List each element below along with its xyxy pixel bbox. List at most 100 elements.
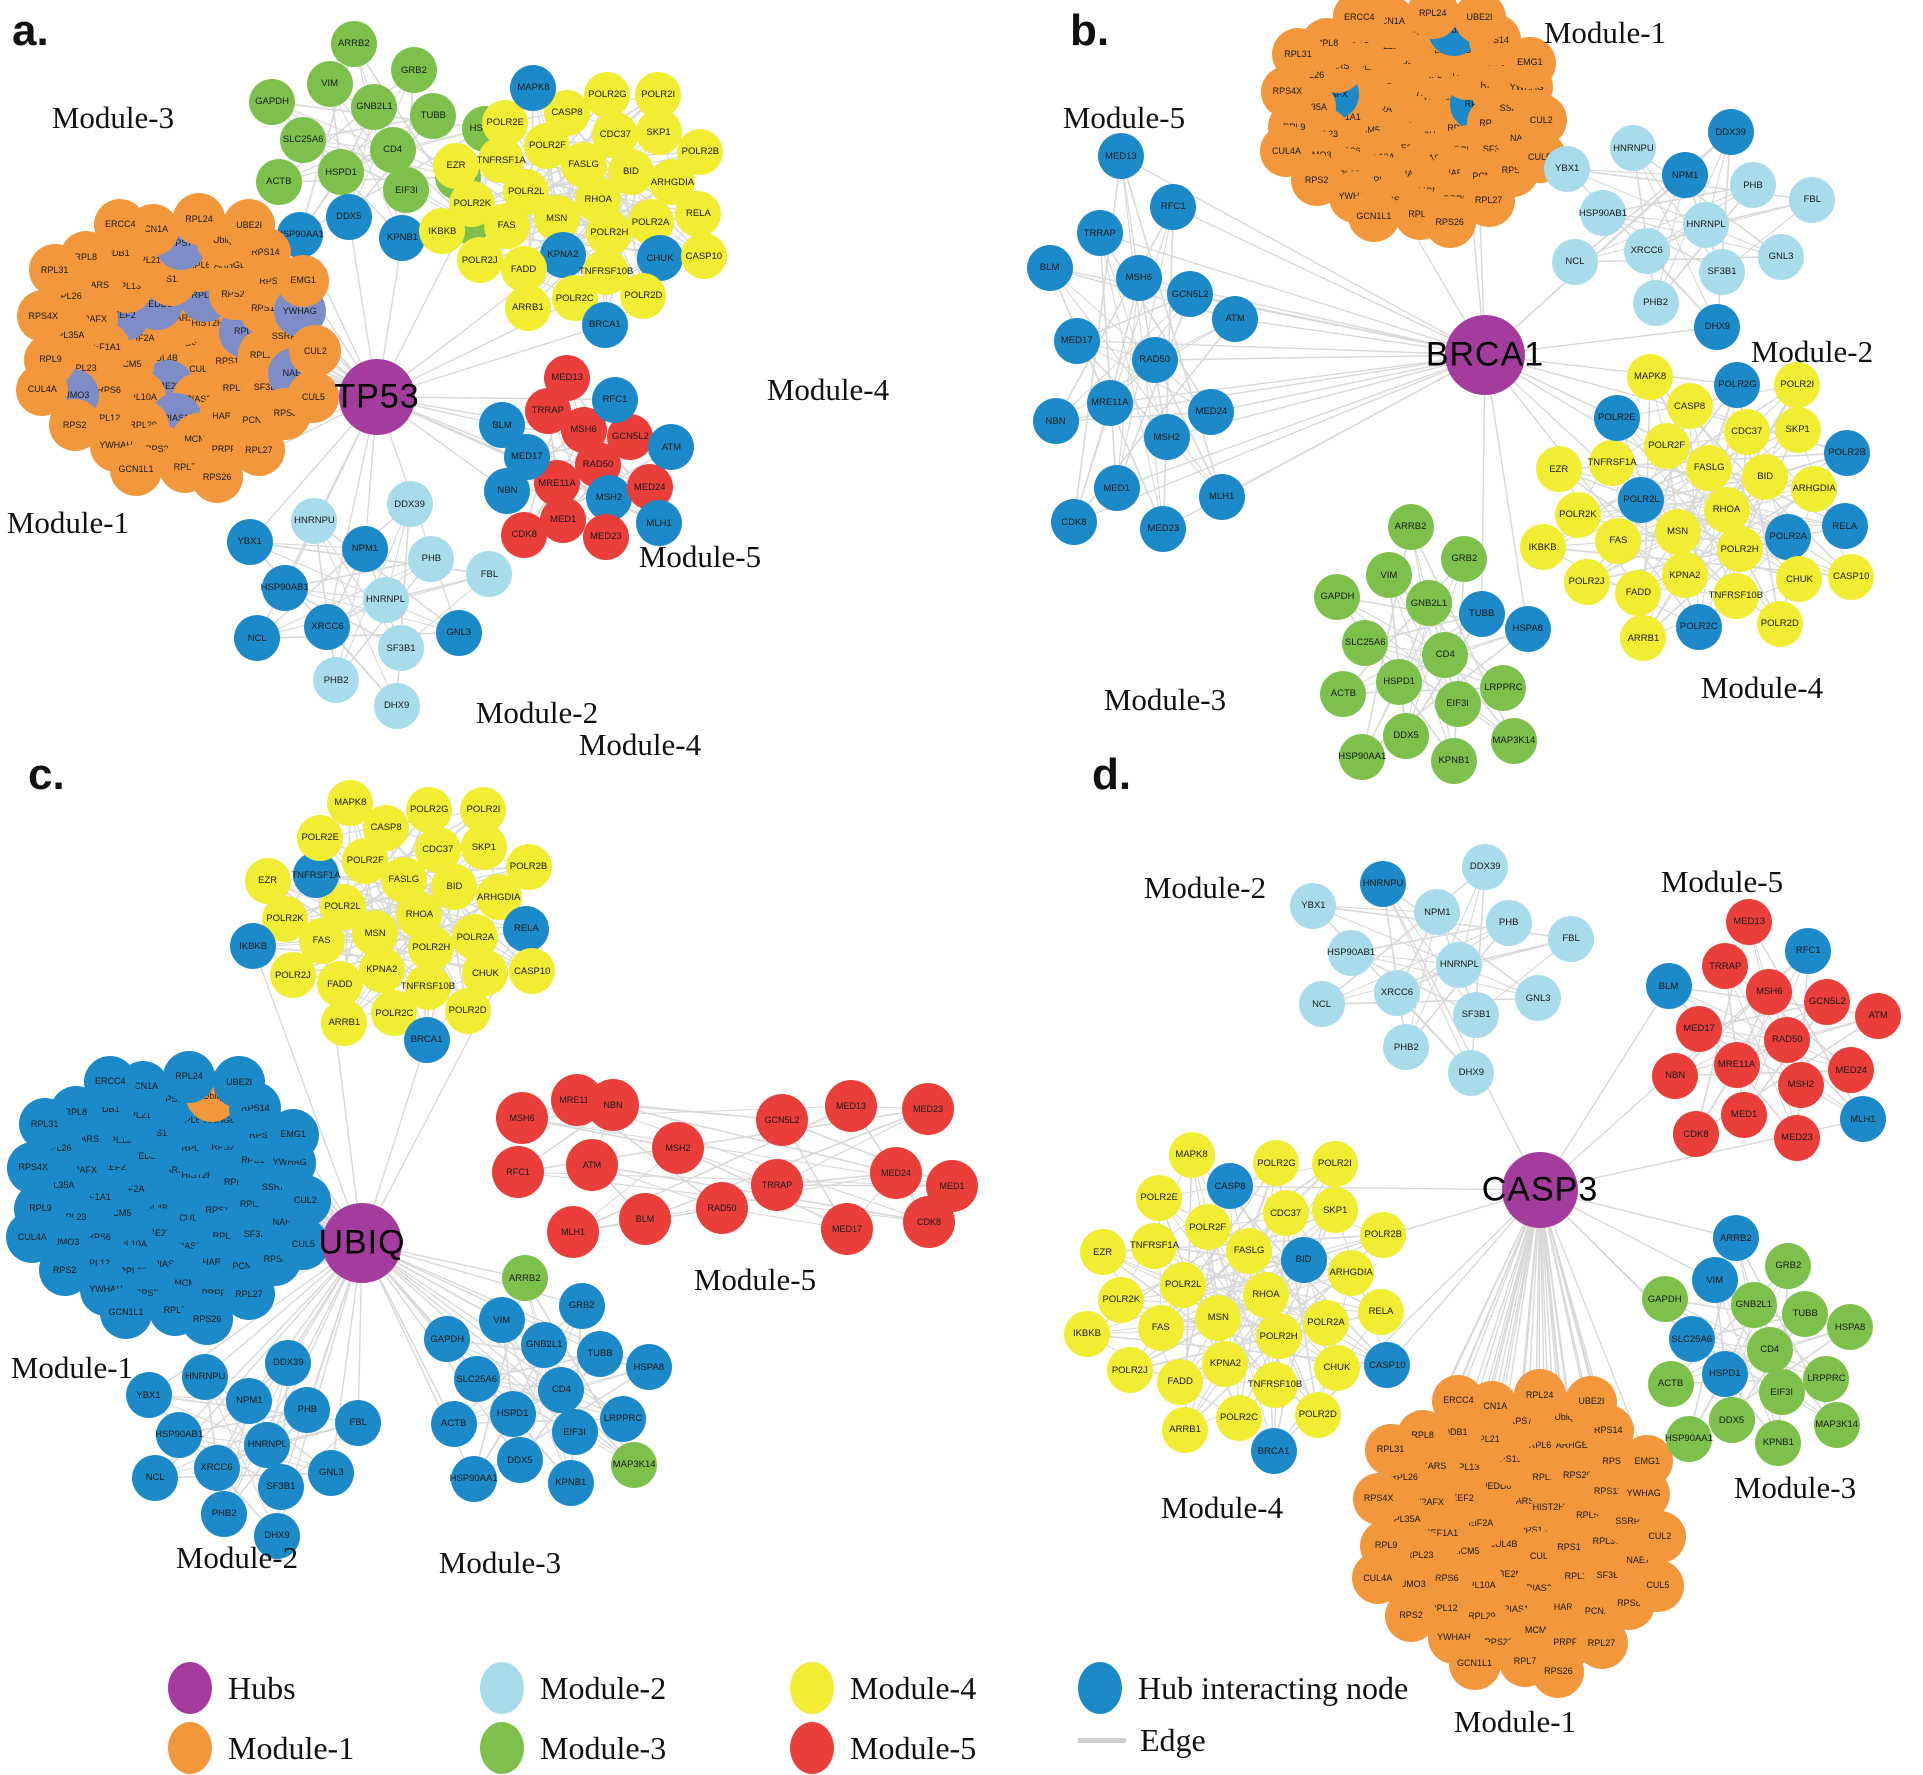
node-skp1: SKP1	[1312, 1187, 1359, 1234]
node-gnb2l1: GNB2L1	[351, 84, 398, 131]
node-chuk: CHUK	[1776, 556, 1823, 603]
node-ddx39: DDX39	[1462, 843, 1509, 890]
node-gapdh: GAPDH	[424, 1316, 471, 1363]
node-eif3i: EIF3I	[1434, 680, 1481, 727]
node-polr2g: POLR2G	[584, 71, 631, 118]
panel-letter-d: d.	[1092, 750, 1132, 799]
node-cul2: CUL2	[289, 325, 342, 378]
hub-label-tp53: TP53	[334, 377, 420, 416]
node-ddx5: DDX5	[496, 1437, 543, 1484]
node-actb: ACTB	[430, 1400, 477, 1447]
node-atm: ATM	[566, 1139, 618, 1191]
node-map3k14: MAP3K14	[1490, 717, 1537, 764]
node-polr2e: POLR2E	[1136, 1175, 1183, 1222]
node-gnl3: GNL3	[308, 1450, 355, 1497]
node-cul5: CUL5	[277, 1218, 330, 1271]
node-cdc37: CDC37	[592, 111, 639, 158]
node-med13: MED13	[1726, 898, 1773, 945]
node-arrb2: ARRB2	[1387, 504, 1434, 551]
node-msh2: MSH2	[652, 1122, 704, 1174]
node-polr2j: POLR2J	[269, 952, 316, 999]
node-cd4: CD4	[538, 1367, 585, 1413]
node-hspd1: HSPD1	[318, 149, 365, 196]
node-arrb2: ARRB2	[501, 1255, 548, 1302]
node-slc25a6: SLC25A6	[280, 116, 327, 163]
node-cul4a: CUL4A	[1351, 1552, 1404, 1605]
module-label-a-module1: Module-1	[6, 505, 130, 540]
node-med13: MED13	[825, 1080, 877, 1132]
legend-label: Module-2	[540, 1669, 667, 1706]
hub-label-casp3: CASP3	[1481, 1170, 1599, 1209]
node-gcn5l2: GCN5L2	[1167, 271, 1214, 318]
node-gnb2l1: GNB2L1	[1405, 580, 1452, 627]
node-polr2d: POLR2D	[444, 987, 491, 1034]
module-label-d-module5: Module-5	[1660, 864, 1784, 899]
node-ybx1: YBX1	[226, 519, 273, 566]
node-phb: PHB	[284, 1386, 331, 1433]
module-label-c-module3: Module-3	[438, 1545, 562, 1580]
module-label-d-module1: Module-1	[1453, 1704, 1577, 1739]
node-ikbkb: IKBKB	[230, 923, 277, 970]
node-rad50: RAD50	[1764, 1017, 1811, 1063]
node-ube2i: UBE2I	[1565, 1375, 1618, 1428]
node-hnrnpu: HNRNPU	[291, 497, 338, 544]
node-hnrnpl: HNRNPL	[1683, 202, 1730, 248]
node-med24: MED24	[1188, 389, 1235, 436]
node-eif3i: EIF3I	[1758, 1369, 1805, 1416]
node-ybx1: YBX1	[125, 1372, 172, 1419]
node-phb: PHB	[408, 535, 455, 582]
node-sf3b1: SF3B1	[1698, 248, 1745, 295]
node-med13: MED13	[1097, 133, 1144, 180]
node-polr2j: POLR2J	[1106, 1347, 1153, 1394]
node-blm: BLM	[479, 402, 526, 449]
node-brca1: BRCA1	[403, 1017, 450, 1064]
legend-label: Hubs	[228, 1669, 296, 1706]
node-cdk8: CDK8	[501, 511, 548, 558]
node-map3k14: MAP3K14	[611, 1441, 658, 1488]
node-msn: MSN	[1654, 508, 1701, 555]
module-label-c-module4: Module-4	[578, 727, 702, 762]
node-ezr: EZR	[244, 857, 291, 904]
node-nbn: NBN	[484, 468, 531, 515]
node-brca1: BRCA1	[1250, 1428, 1297, 1475]
node-tnfrsf1a: TNFRSF1A	[1130, 1222, 1179, 1269]
legend-item-edge: Edge	[1078, 1722, 1206, 1759]
node-rfc1: RFC1	[591, 376, 638, 423]
node-bid: BID	[1280, 1236, 1327, 1283]
node-fas: FAS	[1595, 518, 1642, 565]
node-ikbkb: IKBKB	[419, 208, 466, 255]
node-rps4x: RPS4X	[1352, 1472, 1405, 1525]
node-map3k14: MAP3K14	[1813, 1401, 1860, 1448]
node-npm1: NPM1	[226, 1377, 273, 1424]
node-tnfrsf10b: TNFRSF10B	[1709, 572, 1763, 619]
node-npm1: NPM1	[341, 525, 388, 572]
hub-label-ubiq: UBIQ	[318, 1223, 406, 1262]
node-polr2d: POLR2D	[620, 272, 667, 319]
node-msh6: MSH6	[1115, 254, 1162, 301]
node-fadd: FADD	[1615, 569, 1662, 616]
node-ybx1: YBX1	[1290, 882, 1337, 929]
node-polr2k: POLR2K	[1098, 1276, 1145, 1323]
node-ube2i: UBE2I	[1453, 0, 1506, 44]
node-cd4: CD4	[1422, 632, 1469, 678]
node-cdc37: CDC37	[1723, 409, 1770, 456]
node-msh6: MSH6	[496, 1092, 548, 1144]
node-rps26: RPS26	[191, 451, 244, 504]
node-fadd: FADD	[500, 246, 547, 293]
node-tubb: TUBB	[576, 1330, 623, 1377]
node-rhoa: RHOA	[1242, 1272, 1289, 1318]
node-cul2: CUL2	[1633, 1510, 1686, 1563]
node-polr2j: POLR2J	[1563, 558, 1610, 605]
node-cdk8: CDK8	[903, 1196, 955, 1248]
node-lrpprc: LRPPRC	[1480, 664, 1527, 711]
node-hsp90ab1: HSP90AB1	[261, 564, 309, 611]
node-fbl: FBL	[1548, 915, 1595, 962]
node-brca1: BRCA1	[581, 302, 628, 349]
legend-swatch-module1	[168, 1722, 212, 1774]
node-ddx5: DDX5	[1708, 1397, 1755, 1444]
node-ddx5: DDX5	[325, 193, 372, 240]
node-phb2: PHB2	[1632, 279, 1679, 326]
node-tubb: TUBB	[410, 92, 457, 139]
module-label-b-module5: Module-5	[1062, 100, 1186, 135]
